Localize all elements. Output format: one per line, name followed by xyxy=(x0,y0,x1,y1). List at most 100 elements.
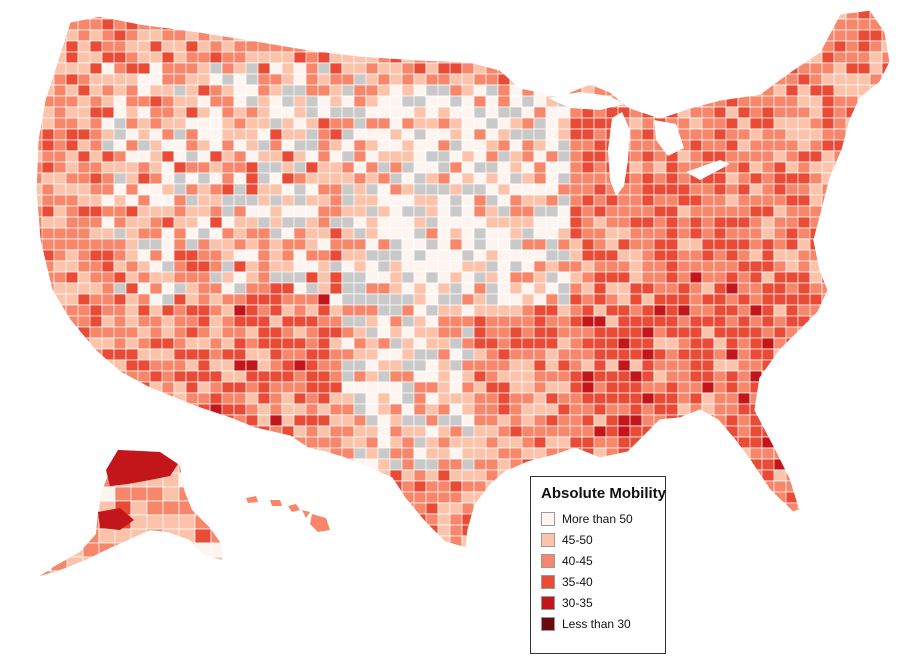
county-cell xyxy=(485,249,499,262)
county-cell xyxy=(413,10,427,20)
county-cell xyxy=(353,29,367,42)
county-cell xyxy=(569,73,583,86)
county-cell xyxy=(773,469,787,482)
county-cell xyxy=(161,139,175,152)
county-cell xyxy=(797,238,811,251)
county-cell xyxy=(773,414,787,427)
county-cell xyxy=(221,348,235,361)
county-cell xyxy=(545,282,559,295)
county-cell xyxy=(653,282,667,295)
county-cell xyxy=(269,535,295,548)
county-cell xyxy=(269,524,283,537)
county-cell xyxy=(773,150,787,163)
county-cell xyxy=(41,403,55,416)
county-cell xyxy=(173,84,187,97)
county-cell xyxy=(617,370,631,383)
county-cell xyxy=(113,249,127,262)
county-cell xyxy=(461,436,475,449)
county-cell xyxy=(89,491,103,504)
county-cell xyxy=(569,238,583,251)
county-cell xyxy=(557,40,571,53)
alaska-map xyxy=(40,450,222,576)
county-cell xyxy=(425,524,439,537)
borough-cell xyxy=(194,458,212,474)
county-cell xyxy=(329,271,343,284)
county-cell xyxy=(209,458,223,471)
county-cell xyxy=(821,403,847,416)
county-cell xyxy=(257,271,271,284)
county-cell xyxy=(389,546,415,548)
county-cell xyxy=(581,359,595,372)
county-cell xyxy=(365,403,379,416)
county-cell xyxy=(389,370,403,383)
county-cell xyxy=(773,117,787,130)
county-cell xyxy=(77,293,91,306)
county-cell xyxy=(401,29,415,42)
county-cell xyxy=(581,260,595,273)
county-cell xyxy=(389,249,403,262)
county-cell xyxy=(209,381,223,394)
county-cell xyxy=(881,447,890,460)
county-cell xyxy=(101,117,115,130)
county-cell xyxy=(894,316,900,327)
county-cell xyxy=(617,403,631,416)
county-cell xyxy=(353,293,367,306)
county-cell xyxy=(185,447,199,460)
borough-cell xyxy=(146,556,164,572)
county-cell xyxy=(797,293,811,306)
county-cell xyxy=(809,10,835,20)
county-cell xyxy=(533,436,547,449)
county-cell xyxy=(689,447,715,460)
county-cell xyxy=(785,227,799,240)
county-cell xyxy=(233,216,247,229)
county-cell xyxy=(65,161,79,174)
county-cell xyxy=(329,436,343,449)
county-cell xyxy=(569,326,583,339)
county-cell xyxy=(257,458,283,471)
county-cell xyxy=(581,458,595,471)
county-cell xyxy=(629,62,643,75)
county-cell xyxy=(317,260,331,273)
county-cell xyxy=(473,40,487,53)
county-cell xyxy=(521,10,535,20)
county-cell xyxy=(593,62,619,75)
borough-cell xyxy=(210,500,222,516)
county-cell xyxy=(545,414,559,427)
county-cell xyxy=(293,293,307,306)
county-cell xyxy=(425,436,439,449)
county-cell xyxy=(497,260,511,273)
county-cell xyxy=(245,95,259,108)
county-cell xyxy=(485,150,499,163)
county-cell xyxy=(101,84,115,97)
county-cell xyxy=(677,10,691,20)
county-cell xyxy=(557,194,571,207)
county-cell xyxy=(89,381,115,394)
county-cell xyxy=(377,513,391,526)
county-cell xyxy=(365,513,379,526)
county-cell xyxy=(449,117,463,130)
county-cell xyxy=(36,106,43,119)
county-cell xyxy=(809,425,823,438)
county-cell xyxy=(377,238,391,251)
county-cell xyxy=(509,249,523,262)
county-cell xyxy=(593,194,607,207)
county-cell xyxy=(257,304,271,317)
county-cell xyxy=(857,249,871,262)
county-cell xyxy=(41,128,55,141)
county-cell xyxy=(317,183,331,196)
county-cell xyxy=(209,183,223,196)
county-cell xyxy=(389,117,403,130)
county-cell xyxy=(317,29,331,42)
county-cell xyxy=(173,139,187,152)
county-cell xyxy=(149,227,163,240)
county-cell xyxy=(665,10,679,20)
county-cell xyxy=(101,18,115,31)
county-cell xyxy=(233,480,259,493)
county-cell xyxy=(53,436,67,449)
county-cell xyxy=(725,29,739,42)
county-cell xyxy=(461,392,475,405)
county-cell xyxy=(437,304,451,317)
county-cell xyxy=(821,436,835,449)
county-cell xyxy=(197,62,211,75)
county-cell xyxy=(557,62,571,75)
